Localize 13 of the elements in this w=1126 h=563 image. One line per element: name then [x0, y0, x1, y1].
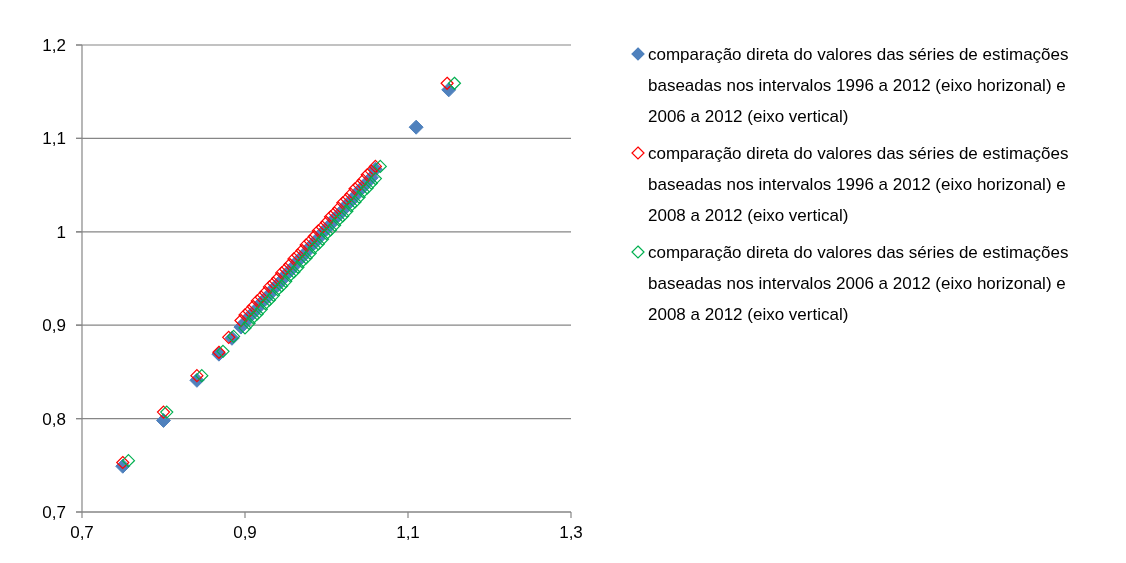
y-tick-label: 1 [56, 222, 66, 242]
y-tick-label: 0,8 [42, 409, 66, 429]
y-tick-label: 1,2 [42, 36, 66, 55]
x-tick-label: 1,1 [396, 523, 420, 542]
legend-label: comparação direta do valores das séries de estimações baseadas nos intervalos 1996 a 2012 (eixo horizonal) e 2008 a 2012 (eixo vertical) [648, 144, 1069, 225]
y-tick-label: 0,9 [42, 316, 66, 336]
legend-label: comparação direta do valores das séries de estimações baseadas nos intervalos 1996 a 2012 (eixo horizonal) e 2006 a 2012 (eixo vertical) [648, 45, 1069, 126]
y-tick-label: 1,1 [42, 129, 66, 149]
x-tick-label: 1,3 [559, 523, 583, 542]
legend-label: comparação direta do valores das séries de estimações baseadas nos intervalos 2006 a 2012 (eixo horizonal) e 2008 a 2012 (eixo vertical) [648, 243, 1069, 324]
x-tick-label: 0,7 [70, 523, 94, 542]
x-tick-label: 0,9 [233, 523, 257, 542]
y-tick-label: 0,7 [42, 503, 66, 522]
